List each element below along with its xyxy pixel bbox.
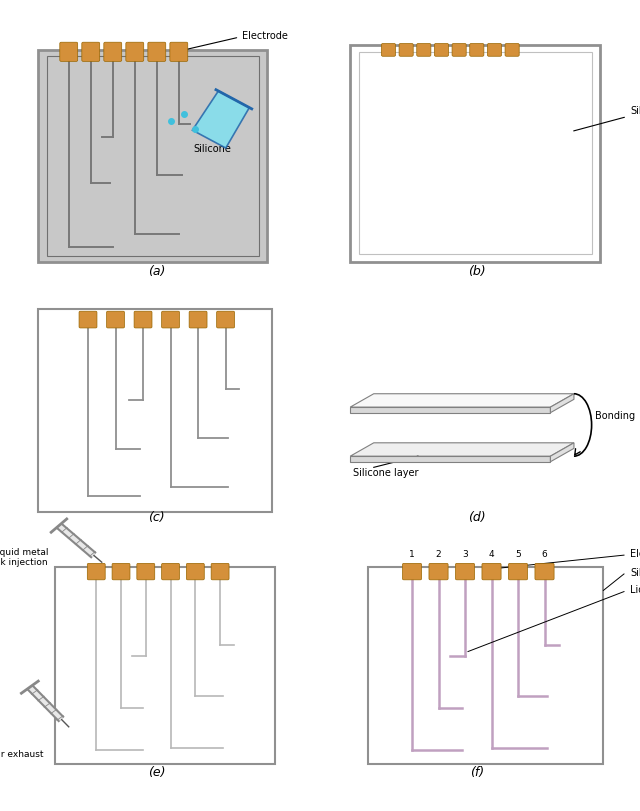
Text: (e): (e) [148, 766, 166, 779]
Bar [38, 309, 273, 512]
Polygon shape [350, 407, 550, 413]
Text: (a): (a) [148, 264, 166, 277]
Polygon shape [550, 443, 574, 461]
FancyBboxPatch shape [535, 564, 554, 580]
Text: Electrode: Electrode [630, 549, 640, 559]
Bar [47, 56, 259, 255]
Text: Silicone layer: Silicone layer [353, 468, 419, 478]
Text: 2: 2 [436, 550, 442, 559]
FancyBboxPatch shape [456, 564, 475, 580]
FancyBboxPatch shape [189, 311, 207, 328]
Text: Silicone: Silicone [193, 144, 231, 154]
Text: 6: 6 [541, 550, 547, 559]
Text: (b): (b) [468, 264, 486, 277]
FancyBboxPatch shape [508, 564, 527, 580]
Bar [350, 45, 600, 262]
Polygon shape [350, 394, 574, 407]
FancyBboxPatch shape [126, 42, 144, 62]
Text: Silicone: Silicone [630, 568, 640, 577]
FancyBboxPatch shape [482, 564, 501, 580]
Bar [368, 567, 604, 765]
Polygon shape [350, 456, 550, 461]
FancyBboxPatch shape [488, 44, 502, 56]
Text: (c): (c) [148, 511, 165, 524]
Text: Bonding: Bonding [595, 411, 635, 421]
FancyBboxPatch shape [470, 44, 484, 56]
Text: Air exhaust: Air exhaust [0, 750, 43, 759]
FancyBboxPatch shape [82, 42, 100, 62]
Text: (f): (f) [470, 766, 484, 779]
Polygon shape [350, 443, 574, 456]
FancyBboxPatch shape [148, 42, 166, 62]
FancyBboxPatch shape [435, 44, 449, 56]
FancyBboxPatch shape [170, 42, 188, 62]
FancyBboxPatch shape [429, 564, 448, 580]
Text: 1: 1 [409, 550, 415, 559]
FancyBboxPatch shape [403, 564, 422, 580]
Text: Liquid metal: Liquid metal [630, 586, 640, 595]
FancyBboxPatch shape [87, 564, 105, 580]
Bar [359, 53, 591, 254]
Text: Silicone: Silicone [573, 105, 640, 131]
Text: (d): (d) [468, 511, 486, 524]
FancyBboxPatch shape [60, 42, 77, 62]
FancyBboxPatch shape [505, 44, 519, 56]
FancyBboxPatch shape [417, 44, 431, 56]
FancyBboxPatch shape [79, 311, 97, 328]
FancyBboxPatch shape [162, 564, 179, 580]
Polygon shape [550, 394, 574, 413]
FancyBboxPatch shape [137, 564, 155, 580]
FancyBboxPatch shape [162, 311, 179, 328]
FancyBboxPatch shape [134, 311, 152, 328]
FancyBboxPatch shape [381, 44, 396, 56]
Text: 5: 5 [515, 550, 521, 559]
FancyBboxPatch shape [186, 564, 204, 580]
FancyBboxPatch shape [112, 564, 130, 580]
Text: 4: 4 [489, 550, 494, 559]
Bar [55, 567, 275, 765]
Text: Electrode: Electrode [242, 31, 288, 41]
FancyBboxPatch shape [104, 42, 122, 62]
FancyBboxPatch shape [399, 44, 413, 56]
Polygon shape [193, 91, 250, 148]
FancyBboxPatch shape [211, 564, 229, 580]
Text: 3: 3 [462, 550, 468, 559]
FancyBboxPatch shape [107, 311, 124, 328]
Bar [38, 50, 267, 262]
FancyBboxPatch shape [452, 44, 466, 56]
Text: Liquid metal
ink injection: Liquid metal ink injection [0, 548, 48, 568]
FancyBboxPatch shape [217, 311, 234, 328]
